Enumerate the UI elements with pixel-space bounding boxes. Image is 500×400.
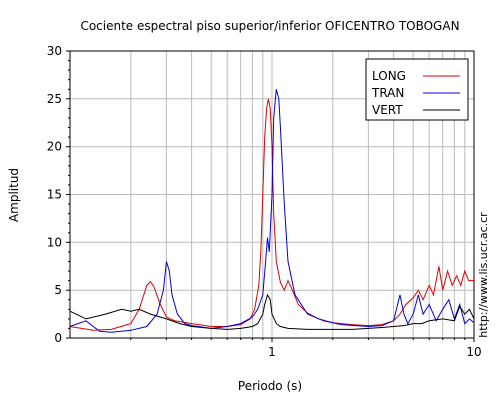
legend-label-long: LONG bbox=[372, 69, 406, 83]
axis-ticks: 0 5 10 15 20 25 30 1 10 bbox=[47, 44, 482, 359]
series-line-vert bbox=[69, 293, 475, 330]
y-tick-label: 5 bbox=[54, 283, 62, 297]
y-axis-title: Amplitud bbox=[7, 168, 21, 222]
series-line-long bbox=[69, 98, 474, 331]
y-tick-label: 25 bbox=[47, 92, 62, 106]
x-tick-label: 1 bbox=[268, 345, 276, 359]
series-lines bbox=[69, 89, 475, 333]
y-tick-label: 10 bbox=[47, 235, 62, 249]
y-tick-label: 15 bbox=[47, 188, 62, 202]
legend: LONG TRAN VERT bbox=[365, 58, 469, 121]
side-url-text: http://www.lis.ucr.ac.cr bbox=[477, 212, 490, 338]
y-tick-label: 30 bbox=[47, 44, 62, 58]
x-tick-label: 10 bbox=[466, 345, 481, 359]
series-line-tran bbox=[69, 89, 475, 333]
y-tick-label: 0 bbox=[54, 331, 62, 345]
chart-title: Cociente espectral piso superior/inferio… bbox=[80, 19, 459, 33]
x-axis-title: Periodo (s) bbox=[238, 379, 302, 393]
y-tick-label: 20 bbox=[47, 140, 62, 154]
legend-label-vert: VERT bbox=[372, 103, 403, 117]
legend-label-tran: TRAN bbox=[371, 86, 404, 100]
